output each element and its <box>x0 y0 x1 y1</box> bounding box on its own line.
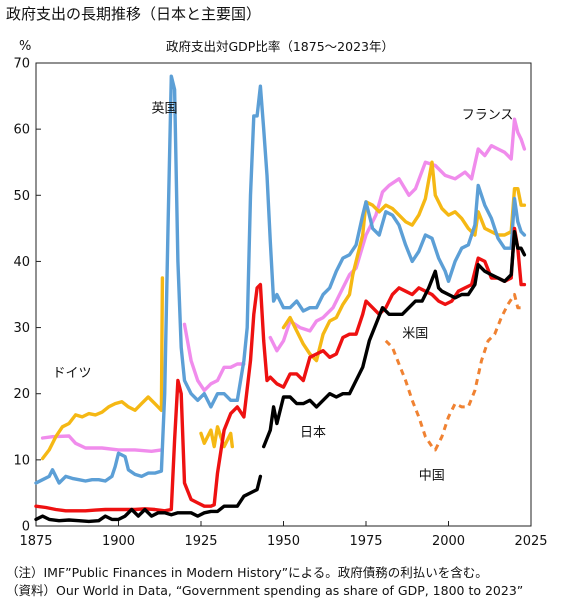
series-line <box>199 425 235 449</box>
series-line <box>262 229 527 449</box>
y-tick-label: 60 <box>13 123 30 138</box>
y-tick-label: 20 <box>13 387 30 402</box>
series-label: 日本 <box>300 426 326 441</box>
y-tick-label: 70 <box>13 57 30 72</box>
x-tick-label: 2000 <box>432 534 465 549</box>
series-label: ドイツ <box>53 366 92 381</box>
series-5 <box>384 293 525 452</box>
footnote-note: （注）IMF”Public Finances in Modern History… <box>6 565 488 580</box>
series-1 <box>40 160 527 461</box>
y-tick-label: 50 <box>13 189 30 204</box>
series-line <box>40 434 164 453</box>
series-4 <box>34 229 527 524</box>
series-label: 英国 <box>152 102 178 117</box>
chart-title: 政府支出対GDP比率（1875〜2023年） <box>166 39 394 54</box>
x-tick-label: 1950 <box>267 534 300 549</box>
x-tick-label: 1925 <box>184 534 217 549</box>
series-label: 中国 <box>419 469 445 484</box>
x-tick-label: 1875 <box>19 534 52 549</box>
series-line <box>384 293 525 452</box>
x-tick-label: 2025 <box>514 534 547 549</box>
y-axis-unit: % <box>19 39 31 54</box>
y-tick-label: 0 <box>22 520 30 535</box>
series-line <box>34 474 263 524</box>
y-tick-label: 10 <box>13 453 30 468</box>
y-tick-label: 40 <box>13 255 30 270</box>
footnotes: （注）IMF”Public Finances in Modern History… <box>6 564 523 600</box>
series-line <box>281 160 527 363</box>
series-label: フランス <box>462 108 514 123</box>
y-tick-label: 30 <box>13 321 30 336</box>
series-2 <box>34 74 527 485</box>
series-0 <box>40 117 527 453</box>
x-tick-label: 1975 <box>349 534 382 549</box>
series-line <box>34 74 527 485</box>
x-tick-label: 1900 <box>102 534 135 549</box>
page-title: 政府支出の長期推移（日本と主要国） <box>6 5 262 23</box>
series-line <box>40 276 165 461</box>
footnote-source: （資料）Our World in Data, “Government spend… <box>6 583 524 598</box>
series-line <box>268 117 527 353</box>
series-line <box>182 322 246 393</box>
series-label: 米国 <box>402 326 428 341</box>
